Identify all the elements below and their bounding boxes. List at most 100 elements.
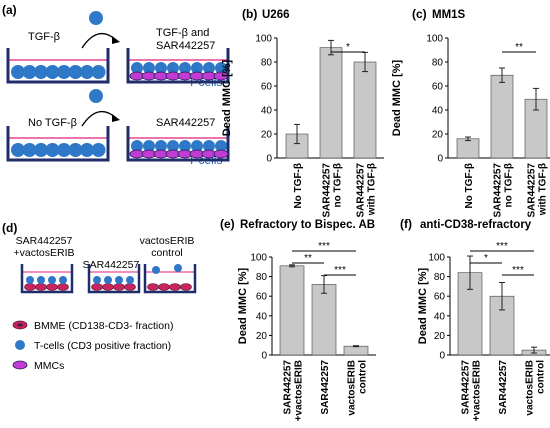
chart-e-y-tick-label: 80: [256, 272, 268, 283]
d-well-label-1: SAR442257: [83, 259, 140, 271]
a-top-left-tcell: [57, 65, 71, 79]
panel-a-top-right-label-line2: SAR442257: [156, 40, 215, 52]
d-tcell: [48, 276, 56, 284]
a-bottom-right-tcell: [167, 140, 179, 152]
chart-f-y-tick-label: 0: [439, 351, 445, 362]
a-bottom-right-well-container: [126, 126, 230, 162]
chart-f-sig-label: ***: [496, 241, 508, 252]
legend-label: T-cells (CD3 positive fraction): [34, 340, 171, 352]
legend-label: BMME (CD138-CD3- fraction): [34, 320, 173, 332]
chart-e-title: Refractory to Bispec. AB: [240, 219, 375, 231]
chart-c: (c) MM1S 0 20 40 60 80 100 Dead MMC [%] No TGF-β S…: [391, 7, 550, 217]
chart-b-y-tick-label: 80: [261, 58, 273, 69]
d-well-container-1: [87, 264, 141, 294]
chart-e-sig-label: ***: [318, 241, 330, 252]
legend-label: MMCs: [34, 360, 64, 372]
d-bmme-cell: [57, 283, 69, 291]
chart-e-bar: [279, 265, 305, 356]
a-bottom-left-tcell: [45, 143, 60, 157]
panel-d-label: (d): [2, 221, 17, 235]
a-bottom-tcell-drop: [89, 89, 103, 103]
d-tcell: [126, 276, 134, 284]
chart-e-sig-label: **: [304, 253, 312, 264]
chart-e-category-label: control: [358, 360, 369, 394]
a-bottom-right-tcell: [179, 140, 191, 152]
chart-f-y-tick-label: 100: [428, 253, 445, 264]
chart-b-y-tick-label: 20: [261, 130, 273, 141]
chart-c-y-tick-label: 40: [432, 106, 444, 117]
chart-e-y-tick-label: 20: [256, 331, 268, 342]
chart-f-category-label: SAR442257: [461, 360, 472, 415]
a-bottom-left-tcell: [22, 143, 37, 157]
chart-c-y-tick-label: 20: [432, 130, 444, 141]
chart-e-y-tick-label: 60: [256, 292, 268, 303]
d-tcell: [93, 276, 101, 284]
chart-f-category-label: control: [536, 360, 547, 394]
chart-f-category-label: vactosERIB: [525, 360, 536, 416]
chart-c-y-label: Dead MMC [%]: [391, 59, 403, 136]
chart-b-y-label: Dead MMC [%]: [221, 59, 233, 136]
legend-swatch-bmme-core: [17, 323, 23, 327]
a-bottom-left-tcell: [91, 143, 106, 157]
chart-b-y-tick-label: 40: [261, 106, 273, 117]
chart-b-category-label: No TGF-β: [293, 163, 304, 209]
a-bottom-right-tcell: [191, 140, 203, 152]
chart-e-category-label: +vactosERIB: [294, 360, 305, 421]
chart-c-bar: [456, 138, 480, 159]
d-bmme-cell: [35, 283, 47, 291]
panel-a-wells: [6, 11, 230, 162]
d-bmme-cell: [169, 283, 181, 291]
chart-b-category-label: SAR442257: [356, 163, 367, 218]
chart-f-y-tick-label: 80: [434, 272, 446, 283]
a-top-right-tcell: [191, 62, 203, 74]
a-bottom-arrowhead: [112, 114, 120, 122]
chart-f-y-tick-label: 40: [434, 311, 446, 322]
d-well-label-0: SAR442257: [16, 235, 73, 247]
a-bottom-right-tcell: [203, 140, 215, 152]
a-bottom-arrow: [81, 110, 117, 127]
a-top-left-well-container: [6, 48, 110, 84]
d-tcell: [152, 266, 160, 274]
panel-a-top-left-label: TGF-β: [28, 31, 60, 43]
chart-b-y-tick-label: 60: [261, 82, 273, 93]
panel-a-bottom-right-label: SAR442257: [156, 117, 215, 129]
chart-e-panel-label: (e): [220, 217, 235, 231]
chart-c-category-label: No TGF-β: [464, 163, 475, 209]
d-well-label-2: control: [151, 247, 183, 259]
d-bmme-cell: [102, 283, 114, 291]
a-bottom-right-tcell: [155, 140, 167, 152]
a-bottom-right-tcell: [215, 140, 227, 152]
a-top-right-tcell: [143, 62, 155, 74]
d-bmme-cell: [147, 283, 159, 291]
d-tcell: [104, 276, 112, 284]
chart-c-y-tick-label: 80: [432, 58, 444, 69]
a-top-left-tcell: [91, 65, 106, 79]
d-tcell: [26, 276, 34, 284]
chart-c-category-label: with TGF-β: [538, 163, 549, 216]
chart-e-y-tick-label: 0: [261, 351, 267, 362]
chart-b-y-tick-label: 100: [255, 34, 272, 45]
d-tcell: [59, 276, 67, 284]
chart-e-sig-label: ***: [334, 265, 346, 276]
chart-c-y-tick-label: 0: [437, 154, 443, 165]
panel-a-bottom-left-label: No TGF-β: [28, 117, 77, 129]
chart-e-y-tick-label: 40: [256, 311, 268, 322]
chart-c-panel-label: (c): [412, 7, 427, 21]
a-top-left-tcell: [11, 65, 25, 79]
a-bottom-left-tcell: [68, 143, 83, 157]
panel-d-wells: SAR442257+vactosERIBSAR442257vactosERIBc…: [14, 235, 197, 294]
chart-b-category-label: with TGF-β: [367, 163, 378, 216]
chart-c-sig-label: **: [515, 42, 523, 53]
a-top-left-tcell: [34, 65, 48, 79]
a-top-left-tcell: [80, 65, 94, 79]
d-bmme-cell: [113, 283, 125, 291]
a-top-left-tcell: [45, 65, 60, 79]
d-bmme-cell: [24, 283, 36, 291]
chart-b-bar: [353, 61, 377, 159]
chart-c-bar: [490, 74, 514, 159]
chart-b-panel-label: (b): [242, 7, 257, 21]
chart-c-title: MM1S: [432, 9, 466, 21]
d-tcell: [174, 264, 182, 272]
d-well-label-2: vactosERIB: [140, 235, 195, 247]
